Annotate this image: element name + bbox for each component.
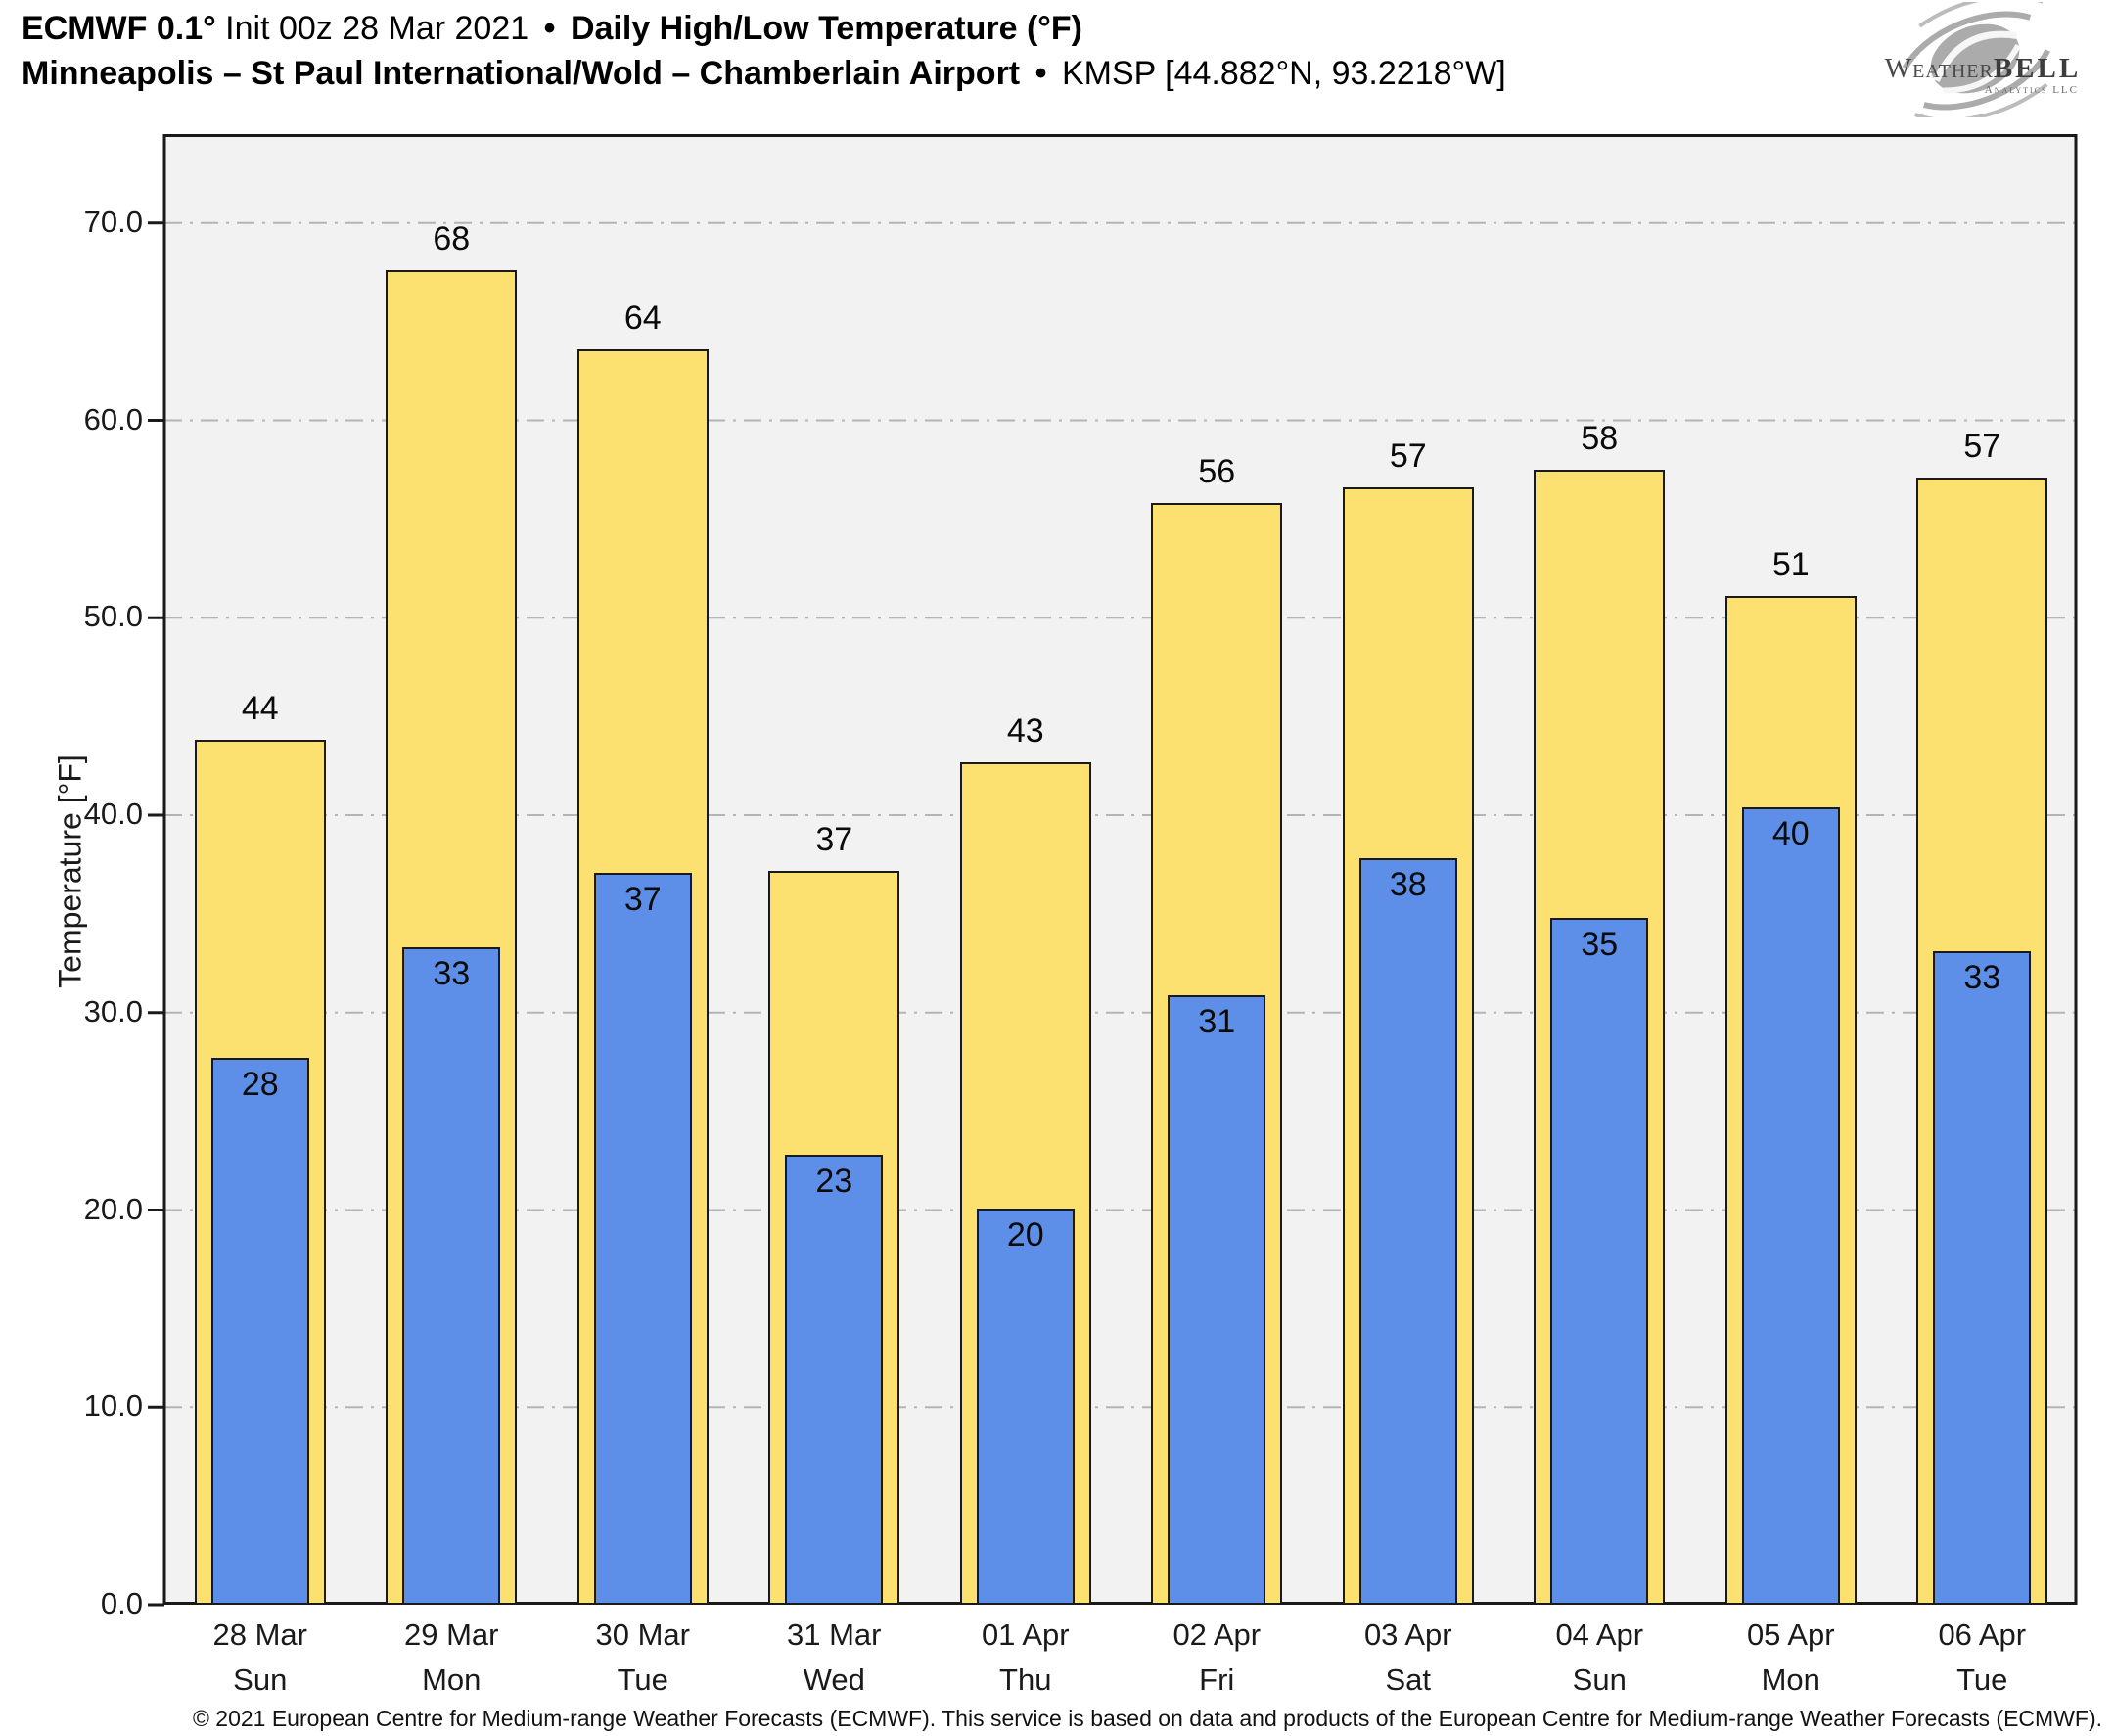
- x-category-date: 02 Apr: [1172, 1618, 1262, 1652]
- x-category-date: 05 Apr: [1746, 1618, 1835, 1652]
- y-tick-label: 70.0: [83, 204, 143, 239]
- x-category-label: 06 Apr Tue: [1887, 1613, 2079, 1703]
- low-temp-bar: [1550, 917, 1649, 1605]
- logo-text-weather: Weather: [1884, 53, 1994, 84]
- low-temp-bar: [1741, 807, 1840, 1605]
- y-axis-title: Temperature [°F]: [52, 754, 88, 988]
- y-tick-label: 0.0: [100, 1586, 143, 1621]
- low-value-label: 33: [433, 955, 471, 993]
- low-temp-bar: [1168, 994, 1266, 1605]
- low-value-label: 33: [1963, 959, 2001, 997]
- high-value-label: 51: [1771, 546, 1810, 584]
- chart-title-line: ECMWF 0.1° Init 00z 28 Mar 2021 • Daily …: [22, 6, 1506, 51]
- title-separator-dot: •: [543, 10, 556, 47]
- high-value-label: 44: [241, 690, 279, 728]
- high-value-label: 56: [1198, 453, 1236, 491]
- x-category-label: 04 Apr Sun: [1504, 1613, 1696, 1703]
- plot-border: [162, 134, 2078, 1605]
- y-tick-label: 60.0: [83, 401, 143, 436]
- low-temp-bar: [976, 1208, 1075, 1605]
- low-value-label: 37: [623, 880, 662, 918]
- high-value-label: 37: [815, 820, 853, 858]
- x-category-label: 01 Apr Thu: [930, 1613, 1122, 1703]
- low-temp-bar: [1933, 951, 2032, 1605]
- x-category-label: 30 Mar Tue: [547, 1613, 739, 1703]
- chart-header: ECMWF 0.1° Init 00z 28 Mar 2021 • Daily …: [22, 6, 1506, 96]
- low-temp-bar: [402, 947, 501, 1605]
- station-separator-dot: •: [1034, 55, 1047, 92]
- low-value-label: 28: [241, 1066, 279, 1104]
- x-category-date: 30 Mar: [595, 1618, 690, 1652]
- y-tick-label: 10.0: [83, 1389, 143, 1424]
- station-line: Minneapolis – St Paul International/Wold…: [22, 51, 1506, 96]
- x-category-day: Tue: [617, 1663, 668, 1697]
- copyright-footer: © 2021 European Centre for Medium-range …: [192, 1706, 2102, 1731]
- high-value-label: 64: [623, 298, 662, 337]
- low-value-label: 23: [815, 1163, 853, 1200]
- hurricane-swirl-icon: [1902, 2, 2050, 117]
- y-tick-label: 30.0: [83, 993, 143, 1028]
- logo-text: WeatherBELL: [1877, 53, 2089, 85]
- x-category-date: 03 Apr: [1363, 1618, 1452, 1652]
- station-name: Minneapolis – St Paul International/Wold…: [22, 55, 1030, 92]
- x-category-date: 06 Apr: [1938, 1618, 2027, 1652]
- x-category-day: Tue: [1956, 1663, 2008, 1697]
- x-category-day: Fri: [1199, 1663, 1235, 1697]
- x-category-day: Mon: [422, 1663, 482, 1697]
- x-category-label: 29 Mar Mon: [356, 1613, 548, 1703]
- x-category-date: 28 Mar: [212, 1618, 307, 1652]
- x-category-label: 02 Apr Fri: [1122, 1613, 1313, 1703]
- low-temp-bar: [593, 872, 692, 1605]
- x-category-date: 01 Apr: [981, 1618, 1070, 1652]
- y-tick-label: 20.0: [83, 1191, 143, 1226]
- logo-text-bell: BELL: [1993, 53, 2082, 84]
- y-tick-label: 50.0: [83, 599, 143, 634]
- high-value-label: 43: [1006, 711, 1044, 750]
- x-category-label: 28 Mar Sun: [164, 1613, 356, 1703]
- x-category-date: 29 Mar: [404, 1618, 499, 1652]
- x-category-day: Thu: [999, 1663, 1052, 1697]
- high-value-label: 57: [1389, 437, 1427, 476]
- x-category-label: 05 Apr Mon: [1695, 1613, 1887, 1703]
- x-category-label: 03 Apr Sat: [1312, 1613, 1504, 1703]
- low-temp-bar: [1358, 858, 1457, 1605]
- low-value-label: 40: [1771, 815, 1810, 852]
- x-category-day: Sun: [233, 1663, 288, 1697]
- low-value-label: 31: [1198, 1002, 1236, 1040]
- x-category-day: Mon: [1761, 1663, 1820, 1697]
- metric-name: Daily High/Low Temperature (°F): [561, 10, 1082, 47]
- model-name: ECMWF 0.1°: [22, 10, 216, 47]
- init-time: Init 00z 28 Mar 2021: [215, 10, 538, 47]
- x-category-day: Sat: [1385, 1663, 1432, 1697]
- low-value-label: 35: [1581, 925, 1619, 963]
- plot-area: 44 28 68 33 64 37 37 23 43 20 56 31 57 38 58 35 51 40 57 33: [148, 134, 2078, 1607]
- low-temp-bar: [210, 1058, 309, 1605]
- low-value-label: 20: [1006, 1215, 1044, 1254]
- x-category-date: 04 Apr: [1555, 1618, 1644, 1652]
- y-tick-label: 40.0: [83, 797, 143, 831]
- logo-subtext: Analytics LLC: [1984, 84, 2079, 96]
- low-value-label: 38: [1389, 866, 1427, 904]
- station-id: KMSP [44.882°N, 93.2218°W]: [1052, 55, 1506, 92]
- high-value-label: 68: [433, 220, 471, 258]
- high-value-label: 58: [1581, 420, 1619, 457]
- x-category-day: Sun: [1572, 1663, 1627, 1697]
- x-category-date: 31 Mar: [787, 1618, 882, 1652]
- low-temp-bar: [785, 1155, 884, 1605]
- x-category-label: 31 Mar Wed: [739, 1613, 931, 1703]
- weatherbell-logo: WeatherBELL Analytics LLC: [1877, 2, 2089, 117]
- high-value-label: 57: [1963, 428, 2001, 465]
- x-category-day: Wed: [803, 1663, 865, 1697]
